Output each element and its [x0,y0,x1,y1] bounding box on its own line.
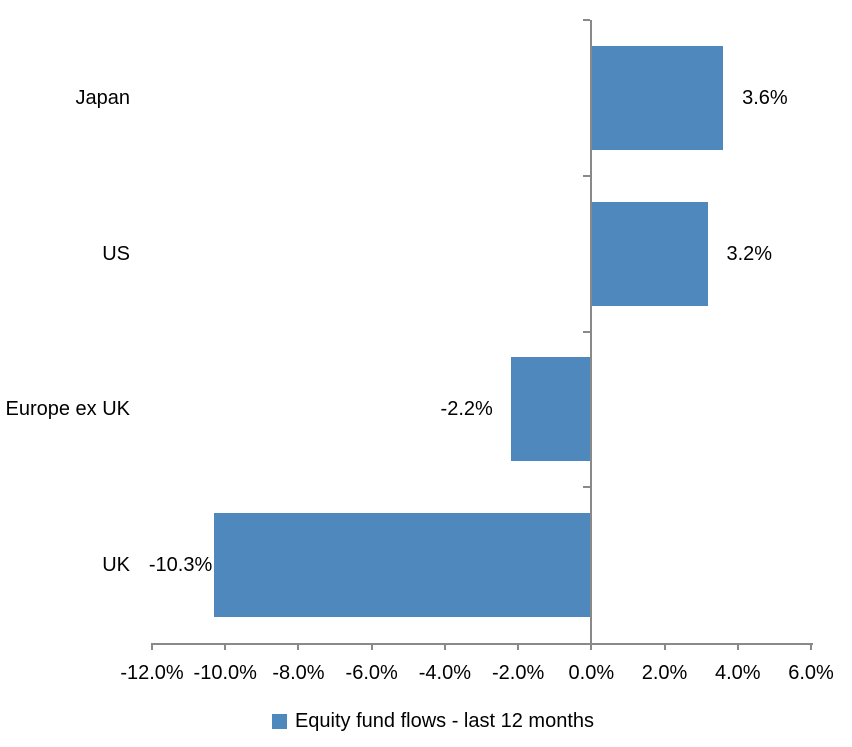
x-tick-5 [517,643,520,650]
x-tick-6 [590,643,593,650]
category-label-japan: Japan [75,86,131,109]
data-label-uk: -10.3% [148,554,213,577]
x-tick-label-9: 6.0% [788,662,834,684]
x-tick-label-2: -8.0% [272,662,325,684]
x-tick-label-6: 0.0% [568,662,615,684]
data-label-europe-ex-uk: -2.2% [440,398,493,421]
x-tick-0 [151,643,153,650]
category-label-europe-ex-uk: Europe ex UK [5,398,130,421]
bar-us [591,201,709,306]
x-tick-label-7: 2.0% [641,662,688,684]
x-tick-label-5: -2.0% [491,662,545,684]
x-axis-line [152,643,813,645]
bar-europe-ex-uk [510,357,592,462]
x-tick-label-3: -6.0% [345,662,398,684]
bar-uk [214,513,592,618]
x-tick-label-0: -12.0% [120,662,184,684]
y-tick-1 [583,174,591,177]
bar-japan [591,45,724,150]
x-tick-7 [663,643,666,650]
x-tick-3 [370,643,373,650]
x-tick-4 [443,643,446,650]
category-label-uk: UK [102,554,130,577]
x-tick-label-8: 4.0% [714,662,761,684]
y-tick-2 [583,330,591,333]
legend-label: Equity fund flows - last 12 months [294,710,595,732]
x-tick-9 [810,643,812,650]
x-tick-1 [224,643,227,650]
data-label-us: 3.2% [726,242,773,265]
x-tick-2 [297,643,300,650]
legend: Equity fund flows - last 12 months [7,709,852,733]
y-tick-0 [583,19,591,21]
x-tick-label-1: -10.0% [193,662,257,684]
legend-swatch-icon [271,713,287,729]
x-tick-8 [736,643,739,650]
category-label-us: US [102,242,130,265]
data-label-japan: 3.6% [742,86,788,109]
y-tick-3 [583,486,591,489]
x-tick-label-4: -4.0% [418,662,471,684]
y-axis-line [590,20,593,645]
